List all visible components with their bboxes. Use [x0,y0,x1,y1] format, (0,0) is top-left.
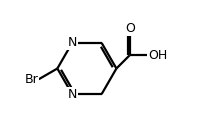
Text: N: N [67,36,77,49]
Text: N: N [67,88,77,101]
Text: Br: Br [24,73,38,86]
Text: O: O [125,22,135,35]
Text: OH: OH [149,49,168,62]
